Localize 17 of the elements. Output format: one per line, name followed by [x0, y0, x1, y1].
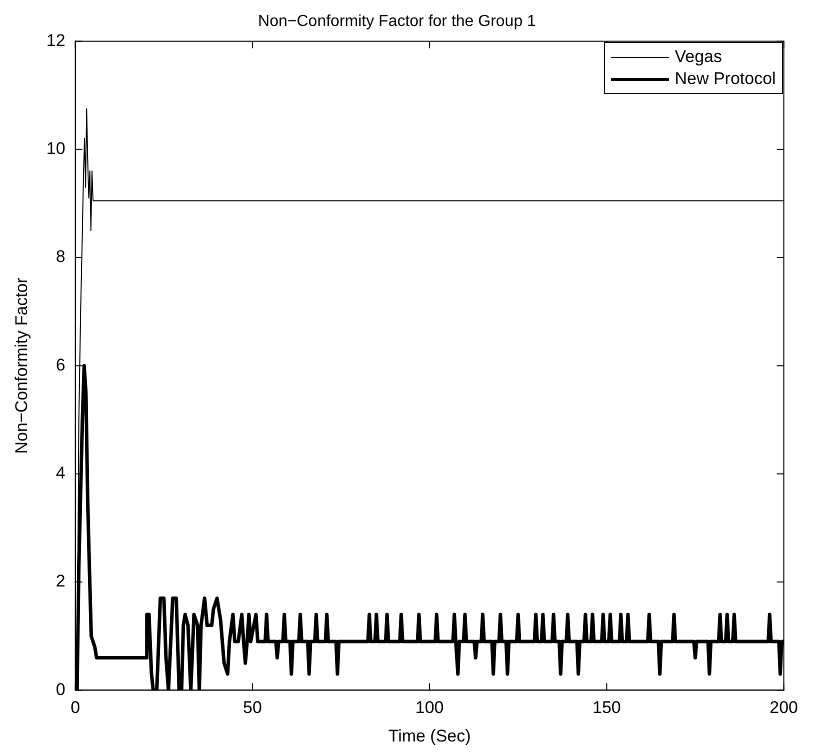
y-tick-label: 8 — [56, 247, 66, 266]
y-tick-label: 6 — [56, 355, 66, 374]
y-tick-label: 4 — [56, 464, 66, 483]
x-axis-title: Time (Sec) — [388, 726, 471, 746]
y-tick-label: 2 — [56, 572, 66, 591]
y-tick-label: 12 — [46, 30, 66, 50]
y-tick-label: 10 — [46, 139, 66, 158]
x-tick-label: 50 — [242, 698, 262, 718]
legend-label: New Protocol — [674, 68, 776, 90]
x-tick-label: 100 — [415, 698, 444, 718]
chart-title: Non−Conformity Factor for the Group 1 — [258, 13, 536, 30]
y-tick-label: 0 — [56, 680, 66, 699]
x-tick-label: 200 — [770, 698, 798, 718]
y-axis-title: Non−Conformity Factor — [12, 277, 31, 454]
x-tick-label: 0 — [70, 698, 80, 718]
legend-label: Vegas — [674, 46, 722, 68]
x-tick-label: 150 — [592, 698, 621, 718]
